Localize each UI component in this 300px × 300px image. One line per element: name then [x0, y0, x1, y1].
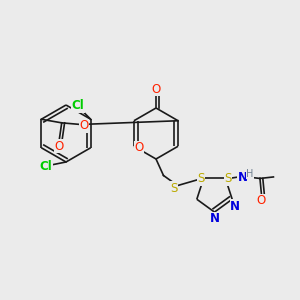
Text: H: H [246, 169, 253, 179]
Text: O: O [134, 141, 143, 154]
Text: O: O [152, 82, 160, 96]
Text: N: N [230, 200, 240, 213]
Text: S: S [170, 182, 178, 195]
Text: O: O [257, 194, 266, 208]
Text: O: O [55, 140, 64, 153]
Text: O: O [79, 119, 88, 132]
Text: S: S [197, 172, 205, 185]
Text: Cl: Cl [39, 160, 52, 173]
Text: Cl: Cl [71, 99, 84, 112]
Text: S: S [224, 172, 232, 185]
Text: N: N [238, 171, 248, 184]
Text: N: N [209, 212, 220, 226]
